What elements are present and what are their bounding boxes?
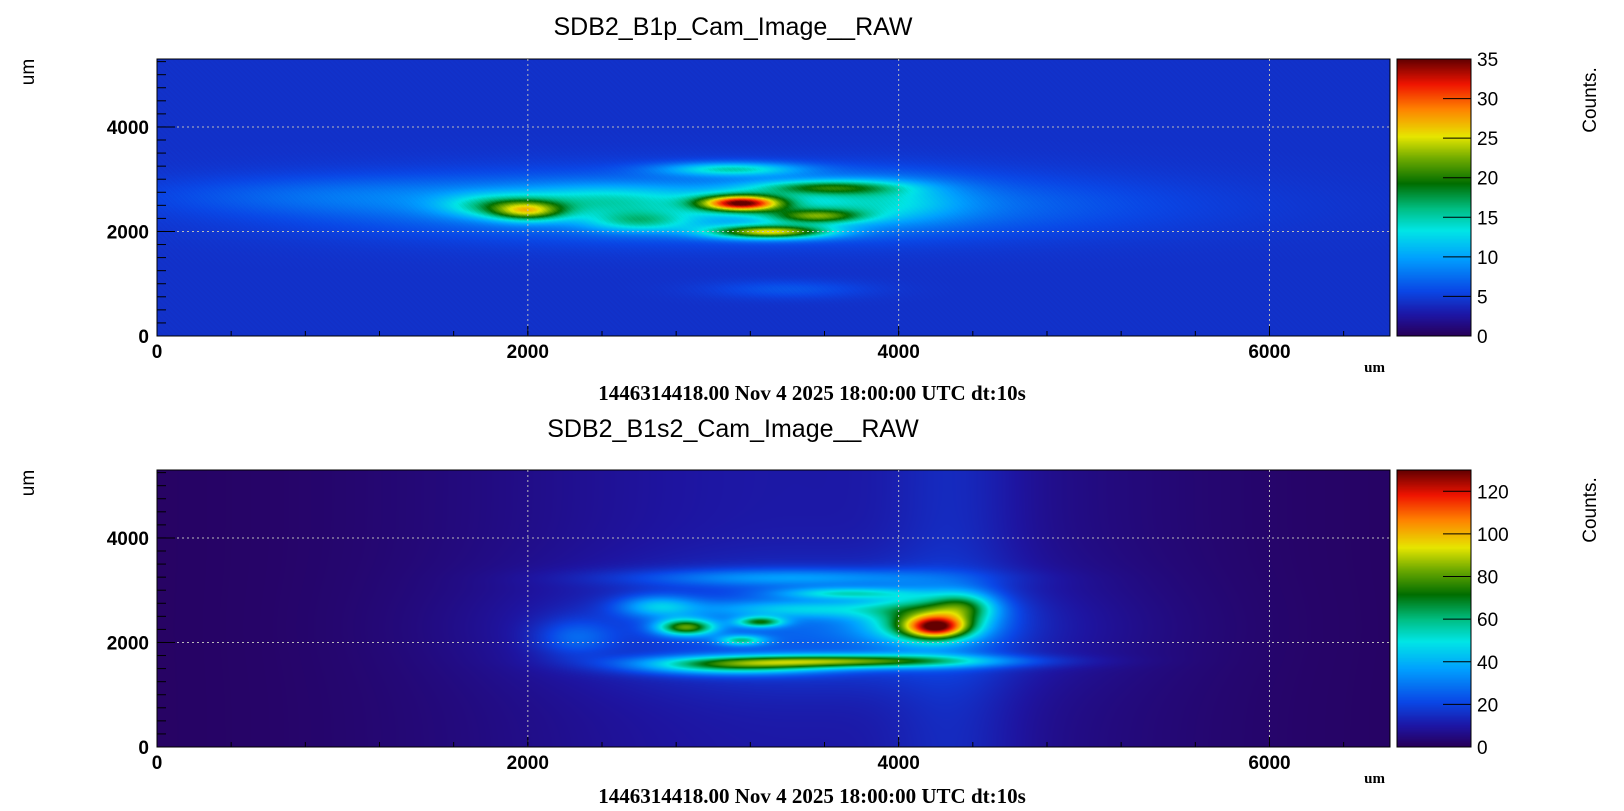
colorbar-tick-label: 30: [1477, 90, 1498, 111]
x-tick-label: 6000: [1248, 342, 1290, 363]
y-tick-label: 0: [138, 327, 149, 348]
grid-lines: [157, 470, 1390, 747]
colorbar-tick-label: 60: [1477, 610, 1498, 631]
y-axis-label: um: [18, 59, 39, 85]
colorbar-tick-label: 10: [1477, 248, 1498, 269]
colorbar-tick-label: 100: [1477, 525, 1509, 546]
y-tick-label: 0: [138, 738, 149, 759]
heatmap-image[interactable]: [157, 59, 1390, 336]
colorbar-tick-label: 25: [1477, 129, 1498, 150]
y-axis-ticks: 0 2000 4000: [107, 472, 175, 759]
colorbar: [1397, 59, 1471, 336]
colorbar-tick-label: 80: [1477, 568, 1498, 589]
x-axis-label: um: [1364, 360, 1385, 376]
colorbar-tick-label: 5: [1477, 287, 1488, 308]
heatmap-panel-top: SDB2_B1p_Cam_Image__RAW 0 2000 4000 6000 0 2…: [18, 13, 1601, 405]
x-tick-label: 2000: [507, 753, 549, 774]
colorbar-tick-label: 35: [1477, 50, 1498, 71]
x-tick-label: 6000: [1248, 753, 1290, 774]
x-tick-label: 0: [152, 342, 163, 363]
colorbar-label: Counts.: [1580, 477, 1601, 542]
heatmap-panel-bottom: SDB2_B1s2_Cam_Image__RAW 0 2000 4000 6000 0…: [0, 405, 1624, 811]
colorbar-tick-label: 20: [1477, 169, 1498, 190]
x-tick-label: 4000: [878, 753, 920, 774]
heatmap-bottom-svg: SDB2_B1s2_Cam_Image__RAW 0 2000 4000 6000 0…: [18, 415, 1601, 808]
colorbar-tick-label: 15: [1477, 208, 1498, 229]
y-tick-label: 2000: [107, 222, 149, 243]
colorbar-tick-label: 20: [1477, 695, 1498, 716]
x-axis-label: um: [1364, 771, 1385, 787]
y-tick-label: 4000: [107, 118, 149, 139]
colorbar-tick-label: 40: [1477, 653, 1498, 674]
colorbar-ticks: 0 20 40 60 80 100 120: [1443, 482, 1509, 759]
x-tick-label: 0: [152, 753, 163, 774]
plot-frame: [156, 58, 1391, 337]
heatmap-top-svg: SDB2_B1p_Cam_Image__RAW 0 2000 4000 6000 0 2…: [18, 13, 1601, 405]
y-axis-ticks: 0 2000 4000: [107, 61, 175, 348]
x-axis-ticks: 0 2000 4000 6000: [152, 326, 1345, 363]
colorbar-ticks: 0 5 10 15 20 25 30 35: [1443, 50, 1498, 348]
colorbar: [1397, 470, 1471, 747]
chart-title: SDB2_B1p_Cam_Image__RAW: [554, 13, 913, 41]
grid-lines: [157, 59, 1390, 336]
x-tick-label: 2000: [507, 342, 549, 363]
x-tick-label: 4000: [878, 342, 920, 363]
chart-title: SDB2_B1s2_Cam_Image__RAW: [547, 415, 919, 443]
y-tick-label: 4000: [107, 529, 149, 550]
timestamp-footer: 1446314418.00 Nov 4 2025 18:00:00 UTC dt…: [598, 381, 1026, 405]
heatmap-image[interactable]: [157, 470, 1390, 747]
colorbar-tick-label: 120: [1477, 482, 1509, 503]
x-axis-ticks: 0 2000 4000 6000: [152, 737, 1345, 774]
plot-frame: [156, 469, 1391, 748]
colorbar-label: Counts.: [1580, 67, 1601, 132]
y-axis-label: um: [18, 470, 39, 496]
colorbar-tick-label: 0: [1477, 738, 1488, 759]
y-tick-label: 2000: [107, 633, 149, 654]
timestamp-footer: 1446314418.00 Nov 4 2025 18:00:00 UTC dt…: [598, 784, 1026, 808]
colorbar-tick-label: 0: [1477, 327, 1488, 348]
